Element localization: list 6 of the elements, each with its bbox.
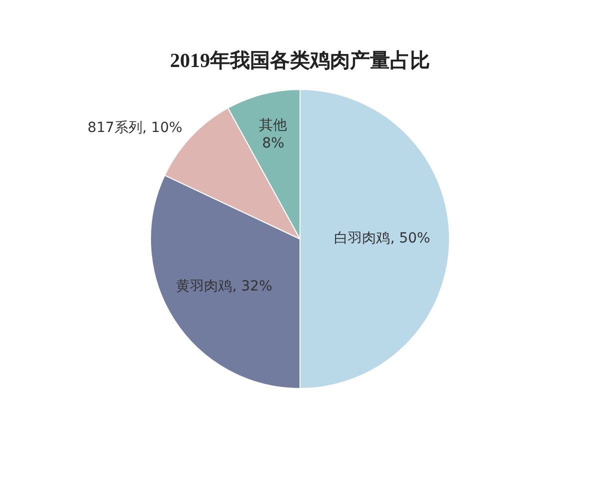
chart-title: 2019年我国各类鸡肉产量占比 — [170, 49, 430, 72]
slice-label: 白羽肉鸡, 50% — [334, 230, 430, 247]
slice-label: 黄羽肉鸡, 32% — [176, 278, 272, 295]
slice-label: 817系列, 10% — [88, 120, 182, 136]
slice-label: 其他 — [259, 117, 288, 134]
data-label: 8% — [262, 135, 284, 152]
